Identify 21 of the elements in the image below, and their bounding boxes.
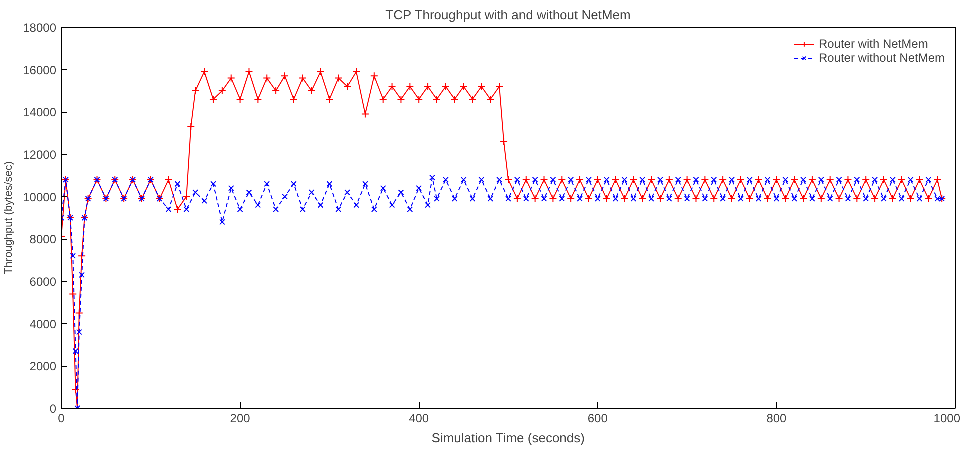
y-tick-label: 0: [50, 402, 57, 416]
y-tick-label: 4000: [30, 317, 57, 332]
y-tick-label: 10000: [23, 190, 57, 204]
y-tick-label: 6000: [30, 275, 57, 289]
chart-title: TCP Throughput with and without NetMem: [386, 8, 631, 22]
x-tick-label: 600: [588, 412, 608, 426]
x-tick-label: 1000: [934, 412, 961, 426]
legend-label: Router with NetMem: [818, 37, 928, 51]
y-tick-label: 2000: [30, 360, 57, 374]
x-tick-label: 200: [230, 412, 251, 426]
x-tick-label: 0: [58, 412, 66, 426]
x-tick-label: 400: [409, 412, 430, 426]
x-tick-label: 800: [766, 412, 788, 426]
y-tick-label: 12000: [23, 148, 57, 162]
legend-label: Router without NetMem: [818, 51, 945, 65]
y-axis-title: Throughput (bytes/sec): [3, 161, 16, 275]
y-tick-label: 14000: [23, 106, 57, 120]
y-tick-label: 16000: [23, 63, 57, 78]
x-axis-title: Simulation Time (seconds): [432, 430, 585, 446]
y-tick-label: 18000: [23, 21, 57, 35]
y-tick-label: 8000: [30, 232, 57, 247]
